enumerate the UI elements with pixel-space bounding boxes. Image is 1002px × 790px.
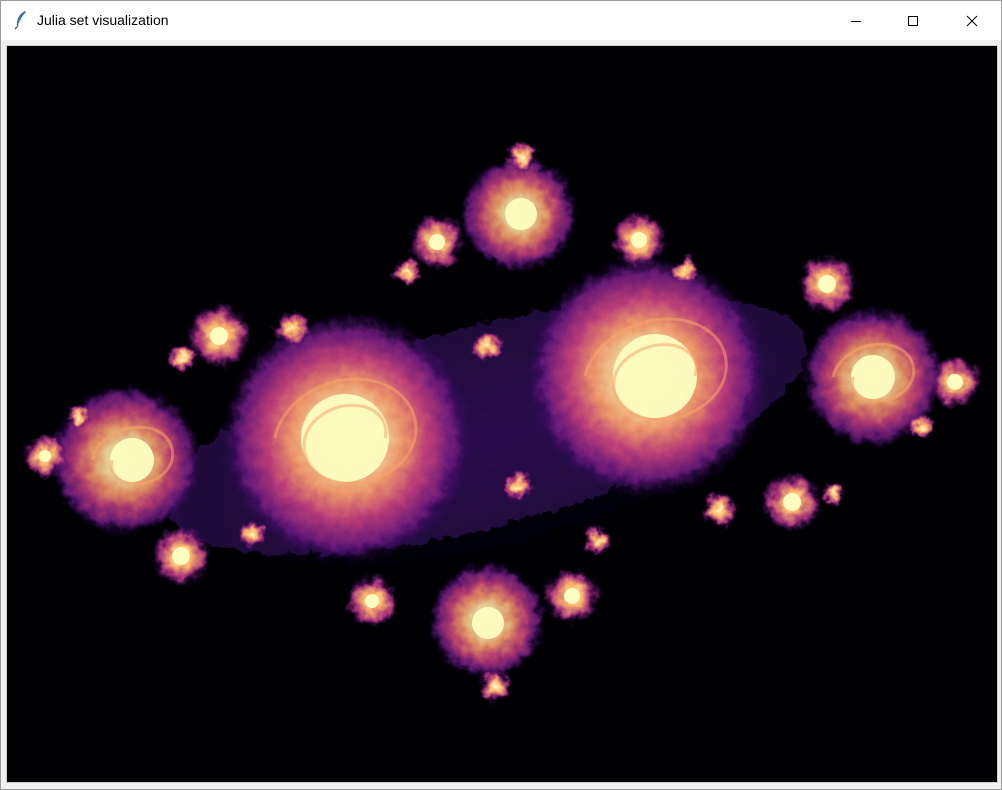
fractal-canvas[interactable] [6, 45, 998, 783]
feather-icon [13, 10, 29, 30]
window-bottom-edge [1, 783, 1001, 789]
maximize-button[interactable] [884, 1, 942, 40]
window-title: Julia set visualization [37, 12, 169, 28]
minimize-icon [850, 15, 862, 27]
julia-set-image [7, 46, 997, 782]
close-icon [966, 15, 978, 27]
title-bar[interactable]: Julia set visualization [1, 1, 1001, 40]
maximize-icon [907, 15, 919, 27]
close-button[interactable] [943, 1, 1001, 40]
minimize-button[interactable] [827, 1, 885, 40]
